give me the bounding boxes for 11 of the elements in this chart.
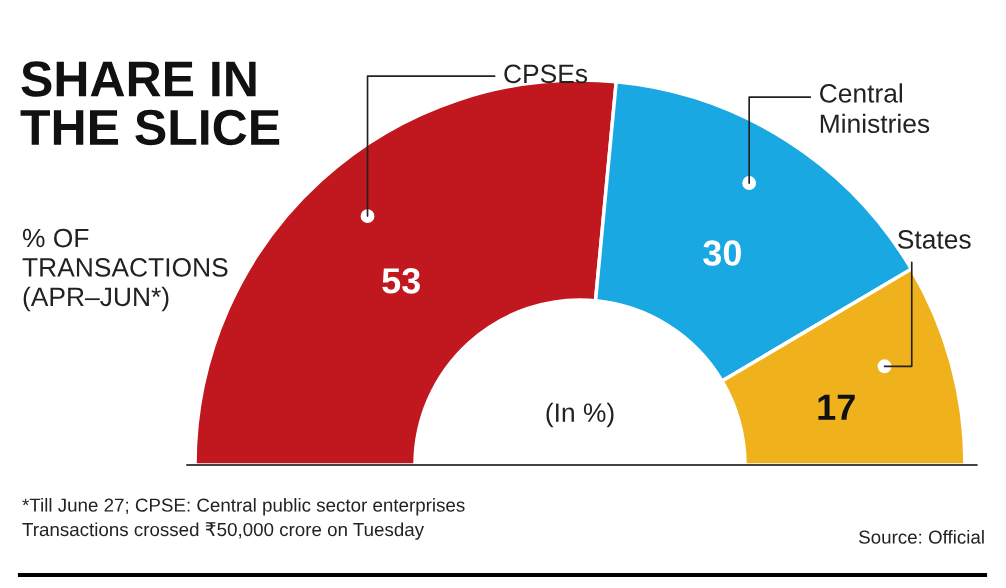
- data-label: 17: [818, 394, 855, 420]
- text: % OF TRANSACTIONS (APR–JUN*): [22, 228, 228, 312]
- slice-label: Central Ministries: [820, 83, 930, 134]
- text: (In %): [546, 402, 614, 428]
- slice-label: CPSEs: [504, 64, 588, 84]
- slice-label: States: [898, 230, 971, 249]
- source-note: Source: Official: [859, 530, 984, 544]
- chart-title: SHARE IN THE SLICE: [20, 61, 280, 146]
- data-label: 30: [703, 240, 741, 266]
- text: *Till June 27; CPSE: Central public sector enterprises Transactions crossed ₹50,000 crore on Tuesday: [22, 498, 465, 540]
- data-label: 53: [382, 268, 420, 294]
